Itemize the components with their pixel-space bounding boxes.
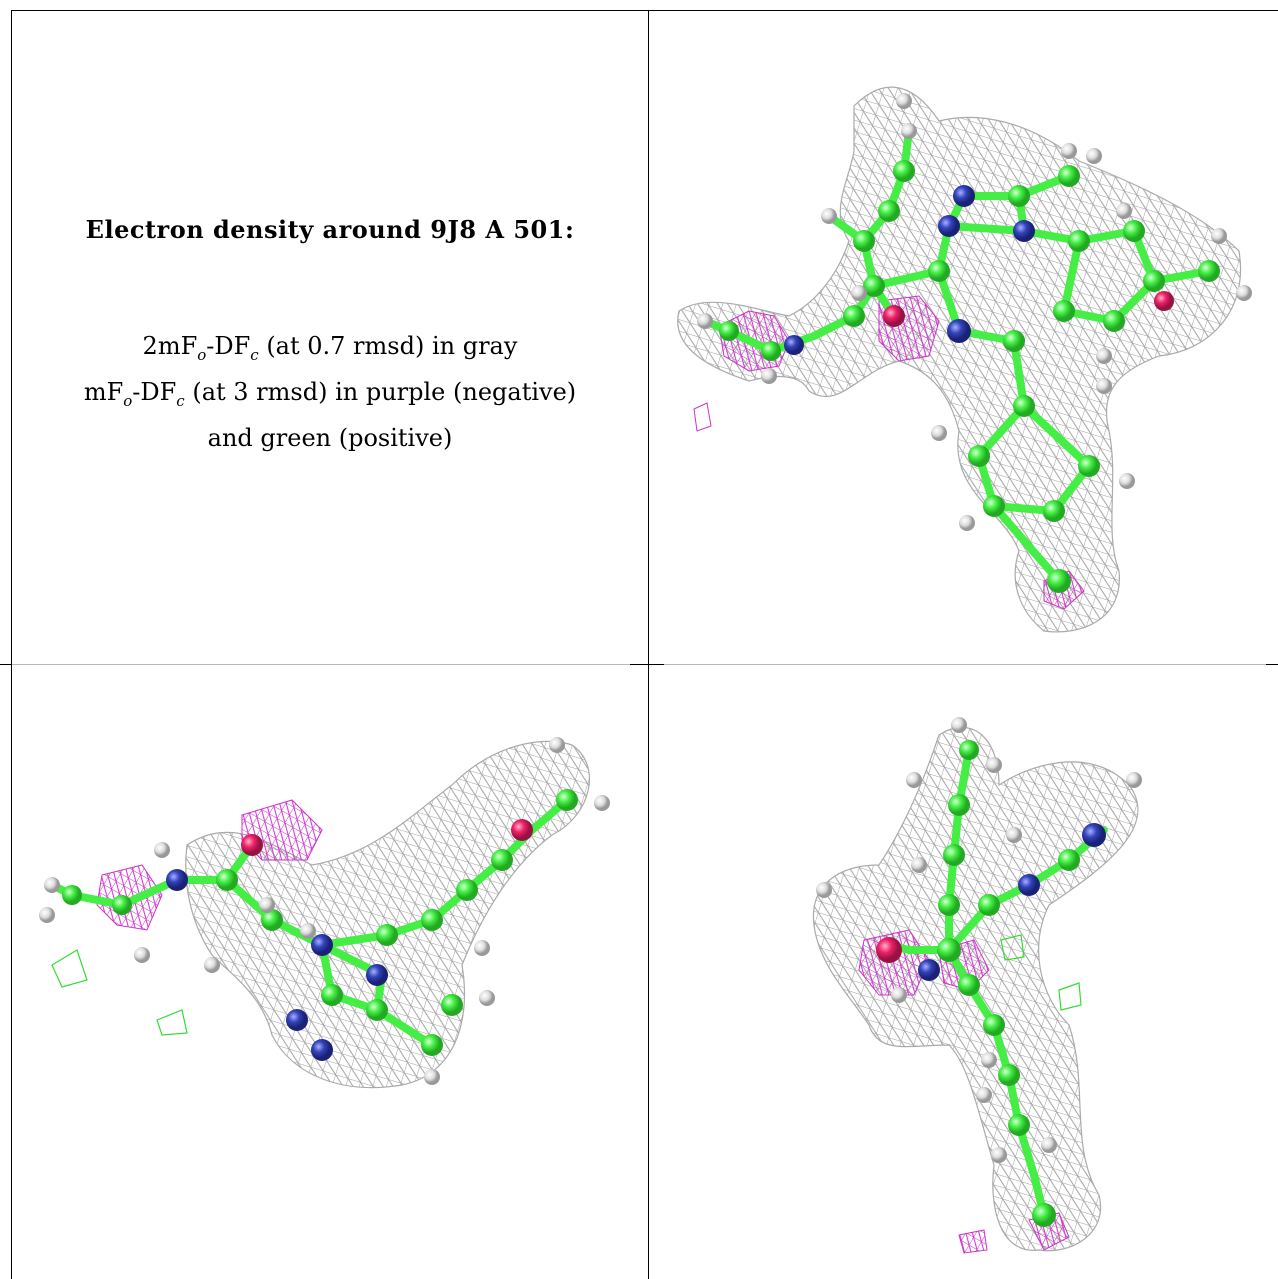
top-border xyxy=(11,10,1278,11)
caption-legend: 2mFo-DFc (at 0.7 rmsd) in gray mFo-DFc (… xyxy=(12,328,648,457)
ligand-bonds xyxy=(701,127,1213,585)
density-view-bottom-left xyxy=(12,665,648,1279)
density-view-top-right xyxy=(649,11,1278,664)
tick-left xyxy=(0,664,12,665)
caption-title: Electron density around 9J8 A 501: xyxy=(85,215,575,244)
mesh-positive xyxy=(1000,934,1082,1011)
legend-line-colors: and green (positive) xyxy=(207,423,453,452)
ligand-atoms xyxy=(697,93,1252,593)
left-border xyxy=(11,10,12,1279)
density-view-bottom-right xyxy=(649,665,1278,1279)
mesh-2fofc xyxy=(185,740,590,1089)
caption-panel: Electron density around 9J8 A 501: 2mFo-… xyxy=(12,10,648,664)
center-divider xyxy=(648,10,649,1279)
legend-line-2fofc: 2mFo-DFc (at 0.7 rmsd) in gray xyxy=(142,332,518,364)
tick-right xyxy=(1266,664,1278,665)
ligand-atoms xyxy=(39,737,610,1085)
mesh-positive xyxy=(51,949,188,1036)
ligand-atoms xyxy=(816,717,1142,1227)
legend-line-fofc: mFo-DFc (at 3 rmsd) in purple (negative) xyxy=(83,377,577,410)
mesh-2fofc xyxy=(677,86,1242,633)
tick-center xyxy=(630,664,664,665)
